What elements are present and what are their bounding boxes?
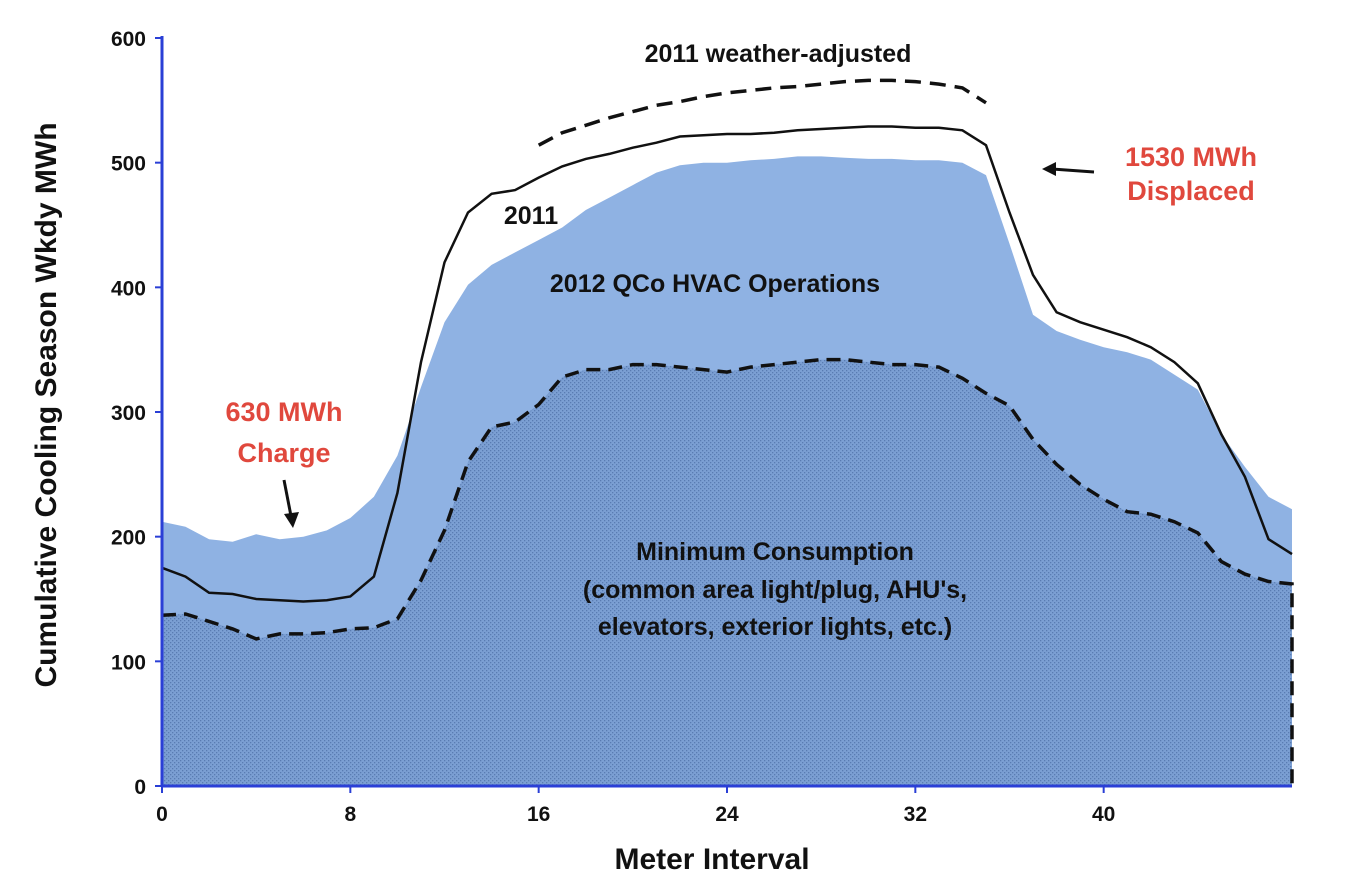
x-tick-label: 16 bbox=[527, 803, 550, 826]
y-axis-ticks: 0 100 200 300 400 500 600 bbox=[111, 28, 162, 799]
y-tick-label: 300 bbox=[111, 402, 146, 425]
weather-adjusted-dashed-line bbox=[537, 78, 987, 147]
displaced-arrow-icon bbox=[1042, 162, 1095, 176]
charge-arrow-icon bbox=[282, 479, 299, 528]
weather-adjusted-label: 2011 weather-adjusted bbox=[645, 40, 912, 68]
x-tick-label: 32 bbox=[904, 803, 927, 826]
y-tick-label: 600 bbox=[111, 28, 146, 51]
x-tick-label: 0 bbox=[156, 803, 168, 826]
displaced-amount-label: 1530 MWh bbox=[1125, 142, 1257, 172]
minimum-consumption-area bbox=[162, 359, 1292, 786]
x-tick-label: 8 bbox=[344, 803, 356, 826]
line-2011 bbox=[161, 125, 1293, 603]
y-tick-label: 200 bbox=[111, 527, 146, 550]
y-tick-label: 400 bbox=[111, 277, 146, 300]
y-tick-label: 100 bbox=[111, 651, 146, 674]
x-tick-label: 40 bbox=[1092, 803, 1115, 826]
charge-caption-label: Charge bbox=[237, 438, 330, 468]
series-2011-label: 2011 bbox=[504, 202, 558, 230]
minimum-consumption-detail-2: elevators, exterior lights, etc.) bbox=[598, 613, 952, 641]
minimum-consumption-title: Minimum Consumption bbox=[636, 538, 914, 566]
minimum-consumption-detail-1: (common area light/plug, AHU's, bbox=[583, 576, 967, 604]
y-tick-label: 500 bbox=[111, 153, 146, 176]
displaced-caption-label: Displaced bbox=[1127, 176, 1255, 206]
x-axis-ticks: 0 8 16 24 32 40 bbox=[156, 786, 1115, 826]
x-axis-title: Meter Interval bbox=[614, 843, 809, 876]
hvac-operations-label: 2012 QCo HVAC Operations bbox=[550, 270, 880, 298]
y-axis-title: Cumulative Cooling Season Wkdy MWh bbox=[30, 122, 63, 687]
charge-amount-label: 630 MWh bbox=[225, 397, 342, 427]
y-tick-label: 0 bbox=[134, 776, 146, 799]
x-tick-label: 24 bbox=[715, 803, 739, 826]
